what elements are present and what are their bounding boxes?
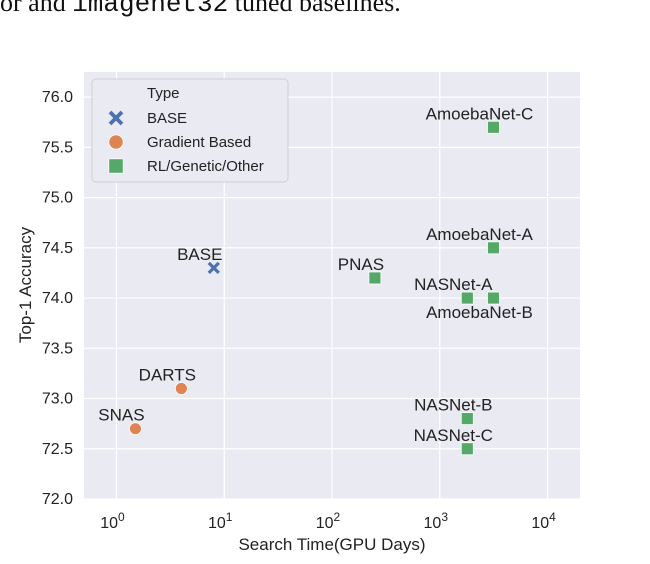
legend-marker [108, 158, 124, 174]
data-point [460, 291, 474, 305]
point-label: AmoebaNet-A [426, 225, 533, 244]
legend-label: Gradient Based [147, 134, 251, 151]
data-point-stroke-b [207, 261, 220, 275]
x-axis-label: Search Time(GPU Days) [238, 535, 425, 554]
caption-suffix: tuned baselines. [228, 0, 401, 17]
legend: Type BASE Gradient Based RL/Genetic/Other [91, 78, 289, 183]
point-label: NASNet-B [414, 396, 492, 415]
y-tick-label: 75.0 [42, 190, 73, 207]
x-tick-label: 104 [531, 510, 556, 532]
y-tick-label: 75.5 [42, 139, 73, 156]
caption-prefix: or and [0, 0, 73, 17]
data-point [368, 271, 382, 285]
data-point [174, 382, 188, 395]
x-tick-label: 101 [208, 510, 233, 532]
data-point [460, 412, 474, 426]
point-label: SNAS [98, 406, 144, 425]
x-tick-label: 100 [100, 510, 125, 532]
data-point [129, 422, 142, 436]
point-label: NASNet-A [414, 275, 493, 294]
y-tick-label: 72.5 [42, 441, 73, 458]
y-tick-label: 72.0 [42, 491, 73, 508]
legend-label: RL/Genetic/Other [147, 158, 264, 175]
point-label: NASNet-C [414, 426, 493, 445]
y-tick-label: 73.5 [42, 340, 73, 357]
point-label: DARTS [139, 365, 196, 384]
x-tick-label: 103 [424, 510, 449, 532]
y-tick-labels: 72.0 72.5 73.0 73.5 74.0 74.5 75.0 75.5 76.0 [42, 89, 73, 508]
data-point [487, 120, 500, 134]
caption-code: imagenet32 [72, 0, 229, 19]
x-tick-label: 102 [316, 510, 341, 532]
point-label: BASE [177, 245, 222, 264]
point-label: AmoebaNet-B [426, 303, 533, 322]
point-labels: BASE DARTS SNAS PNAS AmoebaNet-C AmoebaNet-A N… [98, 104, 533, 445]
y-tick-label: 74.5 [42, 240, 73, 257]
caption-fragment: or and imagenet32 tuned baselines. [0, 0, 650, 19]
legend-marker [108, 134, 124, 150]
data-points [129, 120, 500, 456]
legend-label: BASE [147, 110, 187, 127]
data-point [487, 291, 500, 305]
y-tick-label: 73.0 [42, 391, 73, 408]
legend-box [91, 78, 289, 183]
point-label: AmoebaNet-C [426, 104, 534, 123]
data-point [487, 241, 500, 255]
data-point [460, 442, 474, 456]
legend-title: Type [147, 85, 180, 102]
y-tick-label: 76.0 [42, 89, 73, 106]
point-label: PNAS [338, 255, 384, 274]
y-axis-label: Top-1 Accuracy [16, 226, 35, 343]
legend-marker-stroke-b [108, 110, 124, 126]
y-tick-label: 74.0 [42, 290, 73, 307]
x-tick-labels: 100 101 102 103 104 [100, 510, 556, 532]
